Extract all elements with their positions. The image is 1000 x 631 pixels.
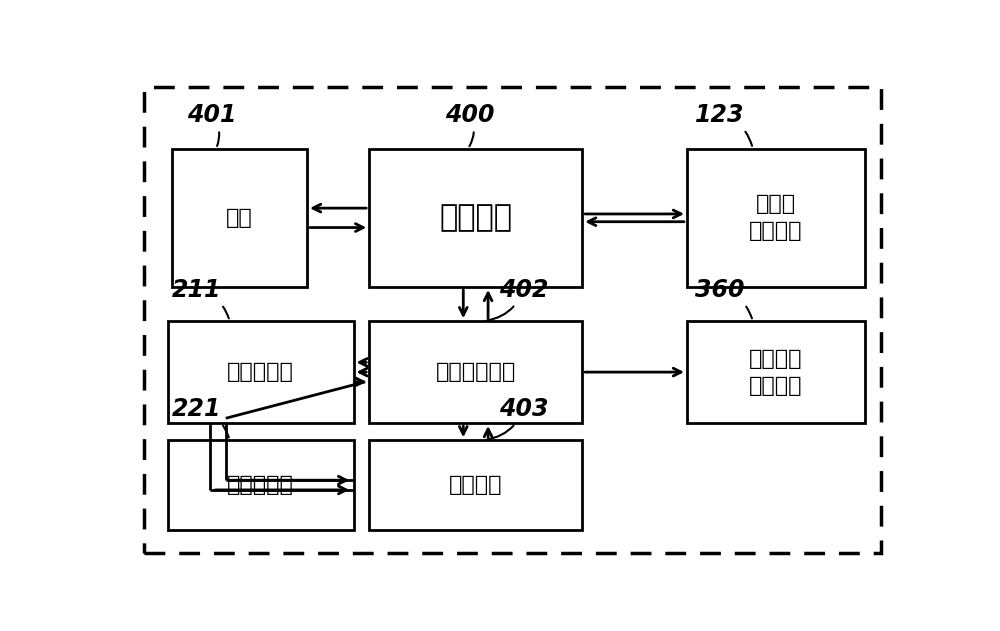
Text: 403: 403 xyxy=(486,397,548,440)
Text: 发电机部件: 发电机部件 xyxy=(227,362,294,382)
Text: 123: 123 xyxy=(695,103,752,146)
Text: 221: 221 xyxy=(172,397,229,437)
Text: 离合器
控制部件: 离合器 控制部件 xyxy=(749,194,803,242)
FancyBboxPatch shape xyxy=(168,321,354,423)
Text: 360: 360 xyxy=(695,278,752,319)
FancyBboxPatch shape xyxy=(168,440,354,530)
Text: 211: 211 xyxy=(172,278,229,319)
FancyBboxPatch shape xyxy=(369,440,582,530)
Text: 400: 400 xyxy=(445,103,494,146)
Text: 402: 402 xyxy=(486,278,548,321)
Text: 401: 401 xyxy=(187,103,237,146)
Text: 换挡拨叉
控制部件: 换挡拨叉 控制部件 xyxy=(749,348,803,396)
FancyBboxPatch shape xyxy=(687,149,865,287)
Text: 微控制器: 微控制器 xyxy=(439,203,512,232)
Text: 电池部件: 电池部件 xyxy=(449,475,502,495)
FancyBboxPatch shape xyxy=(369,321,582,423)
FancyBboxPatch shape xyxy=(172,149,307,287)
FancyBboxPatch shape xyxy=(369,149,582,287)
Text: 电源: 电源 xyxy=(226,208,253,228)
Text: 电能管理部件: 电能管理部件 xyxy=(436,362,516,382)
FancyBboxPatch shape xyxy=(687,321,865,423)
Text: 电动机部件: 电动机部件 xyxy=(227,475,294,495)
